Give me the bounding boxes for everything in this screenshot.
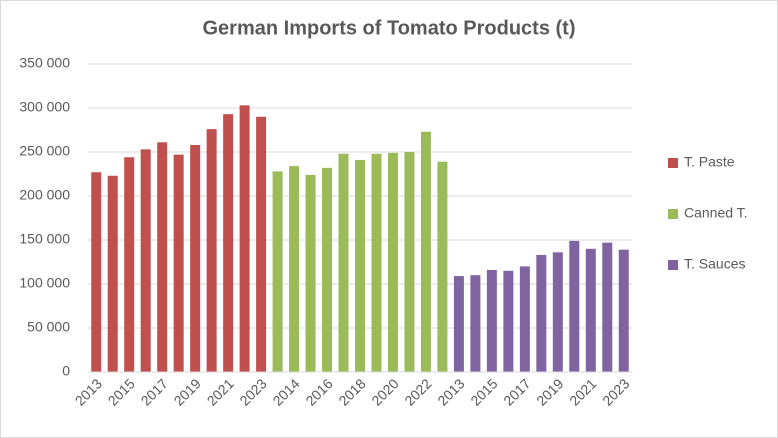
y-tick-label: 250 000 — [19, 143, 70, 159]
y-tick-label: 50 000 — [27, 319, 70, 335]
bar — [91, 172, 102, 372]
y-tick-label: 150 000 — [19, 231, 70, 247]
bar — [140, 149, 151, 372]
legend-swatch — [668, 158, 678, 168]
bar — [387, 152, 398, 372]
bar — [585, 248, 596, 372]
bar — [322, 167, 333, 372]
legend-label: Canned T. — [684, 205, 748, 221]
y-tick-label: 100 000 — [19, 275, 70, 291]
bar — [503, 270, 514, 372]
bar — [190, 144, 201, 372]
bar — [256, 116, 267, 372]
bar — [453, 276, 464, 372]
bar — [305, 174, 316, 372]
y-tick-label: 200 000 — [19, 187, 70, 203]
bar — [437, 161, 448, 372]
bar — [536, 254, 547, 372]
y-tick-label: 0 — [62, 363, 70, 379]
bar — [420, 131, 431, 372]
bar — [239, 105, 250, 373]
y-tick-label: 350 000 — [19, 55, 70, 71]
bar — [107, 175, 118, 372]
bar — [124, 157, 135, 372]
bar — [602, 242, 613, 372]
y-tick-label: 300 000 — [19, 99, 70, 115]
bar — [223, 114, 234, 372]
legend-swatch — [668, 209, 678, 219]
legend-label: T. Paste — [684, 154, 735, 170]
bar — [569, 240, 580, 372]
bar — [618, 249, 629, 372]
bar — [371, 153, 382, 372]
bar — [404, 152, 415, 372]
bar — [173, 154, 184, 372]
legend-swatch — [668, 260, 678, 270]
chart-title: German Imports of Tomato Products (t) — [203, 17, 576, 39]
legend-label: T. Sauces — [684, 256, 745, 272]
bar — [355, 159, 365, 372]
bar — [486, 269, 497, 372]
bar — [206, 129, 217, 372]
bar — [338, 153, 349, 372]
bar — [470, 275, 481, 372]
bar — [272, 171, 283, 372]
bar — [552, 252, 563, 372]
bar — [289, 166, 300, 372]
bar — [157, 142, 168, 372]
bar — [519, 266, 530, 372]
